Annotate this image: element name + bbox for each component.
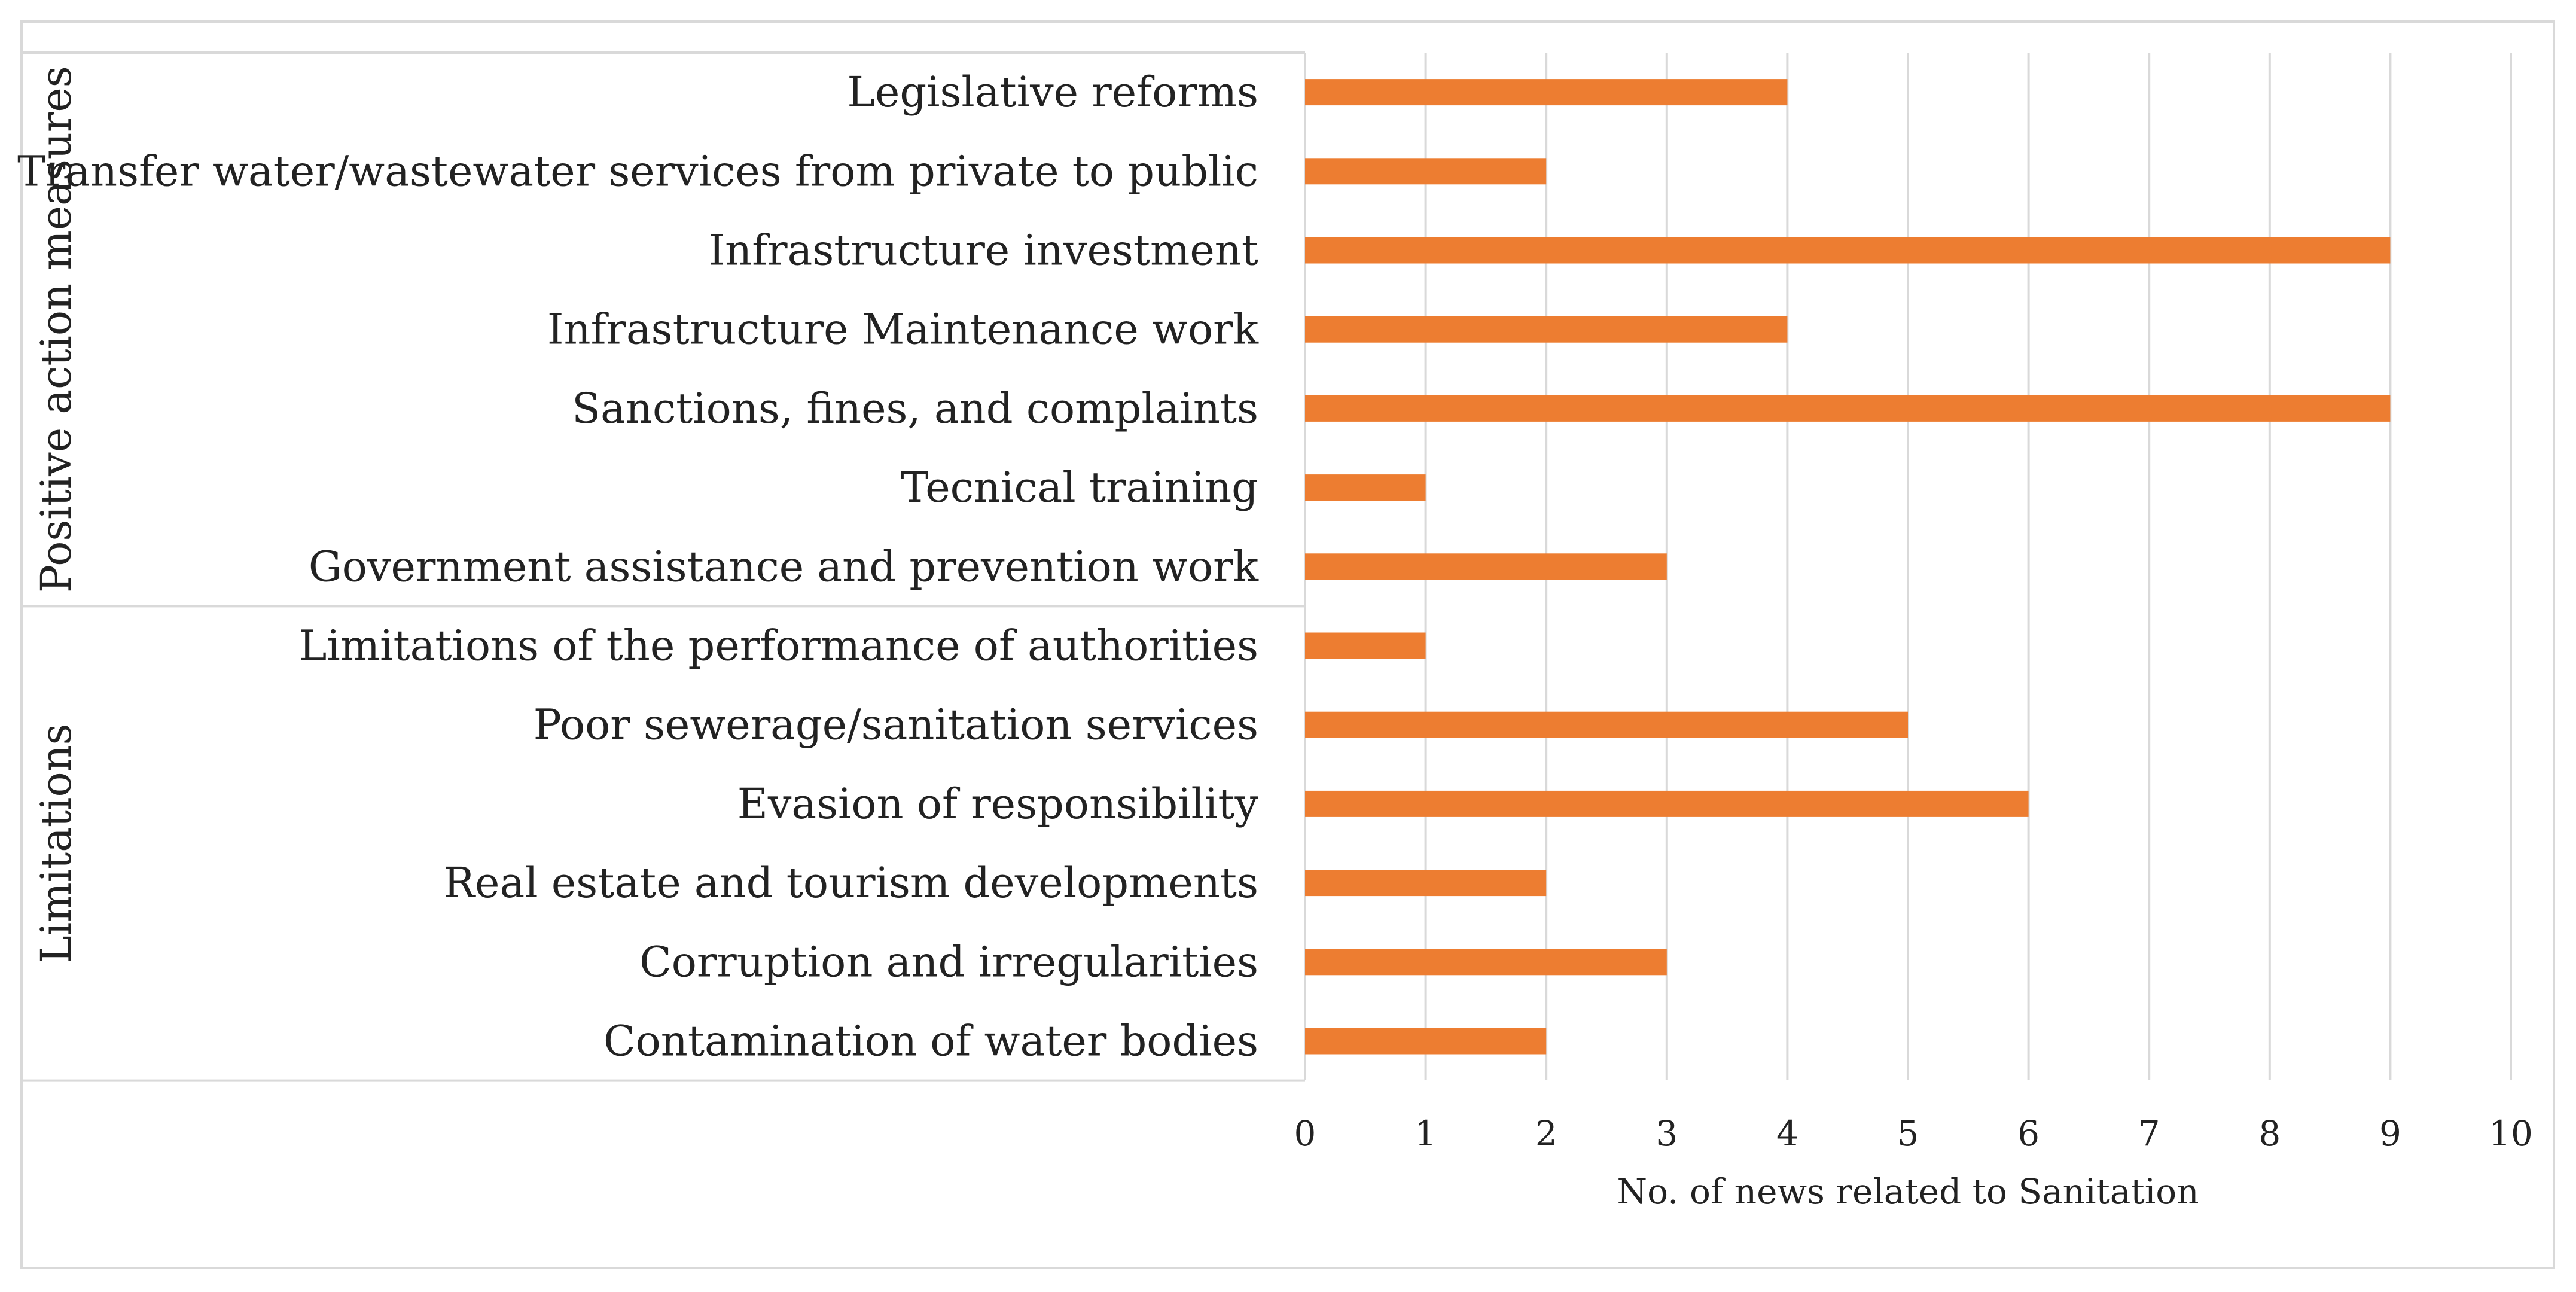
x-tick-label: 8 bbox=[2258, 1113, 2281, 1154]
gridlines bbox=[1424, 53, 2512, 1080]
category-label: Transfer water/wastewater services from … bbox=[17, 147, 1258, 196]
category-label: Limitations of the performance of author… bbox=[299, 621, 1258, 671]
bar bbox=[1305, 949, 1667, 976]
x-axis-title: No. of news related to Sanitation bbox=[1617, 1171, 2199, 1212]
x-tick-label: 5 bbox=[1897, 1113, 1919, 1154]
bars bbox=[1305, 79, 2391, 1055]
bar bbox=[1305, 79, 1788, 106]
category-label: Contamination of water bodies bbox=[603, 1017, 1258, 1066]
group-label: Positive action measures bbox=[32, 66, 81, 593]
category-label: Poor sewerage/sanitation services bbox=[534, 700, 1258, 749]
bar bbox=[1305, 790, 2029, 817]
bar bbox=[1305, 553, 1667, 580]
bar bbox=[1305, 870, 1547, 897]
category-group-boxes bbox=[22, 51, 1306, 1082]
bar bbox=[1305, 395, 2391, 422]
chart-frame bbox=[20, 20, 2555, 1269]
bar bbox=[1305, 316, 1788, 343]
bar bbox=[1305, 1028, 1547, 1055]
x-tick-label: 6 bbox=[2017, 1113, 2040, 1154]
x-tick-label: 4 bbox=[1776, 1113, 1798, 1154]
category-label: Infrastructure investment bbox=[708, 226, 1258, 275]
x-tick-label: 2 bbox=[1535, 1113, 1557, 1154]
category-label: Government assistance and prevention wor… bbox=[309, 542, 1259, 591]
category-label: Corruption and irregularities bbox=[639, 937, 1258, 986]
group-label: Limitations bbox=[32, 723, 81, 963]
category-label: Real estate and tourism developments bbox=[443, 858, 1258, 907]
bar bbox=[1305, 632, 1426, 659]
bar bbox=[1305, 711, 1908, 738]
x-tick-label: 0 bbox=[1294, 1113, 1316, 1154]
category-labels: Legislative reforms Transfer water/wastew… bbox=[17, 66, 1258, 1065]
x-tick-label: 1 bbox=[1414, 1113, 1437, 1154]
bar bbox=[1305, 474, 1426, 501]
x-tick-label: 7 bbox=[2138, 1113, 2160, 1154]
category-label: Sanctions, fines, and complaints bbox=[572, 384, 1258, 433]
bar bbox=[1305, 237, 2391, 264]
category-label: Evasion of responsibility bbox=[737, 779, 1259, 828]
x-tick-label: 3 bbox=[1656, 1113, 1678, 1154]
category-label: Legislative reforms bbox=[847, 68, 1258, 117]
category-label: Infrastructure Maintenance work bbox=[547, 305, 1259, 354]
bar bbox=[1305, 158, 1547, 185]
x-tick-label: 9 bbox=[2379, 1113, 2401, 1154]
x-tick-labels: 0 1 2 3 4 5 6 7 8 9 10 bbox=[1294, 1113, 2533, 1154]
x-tick-label: 10 bbox=[2489, 1113, 2533, 1154]
category-label: Tecnical training bbox=[901, 463, 1258, 512]
